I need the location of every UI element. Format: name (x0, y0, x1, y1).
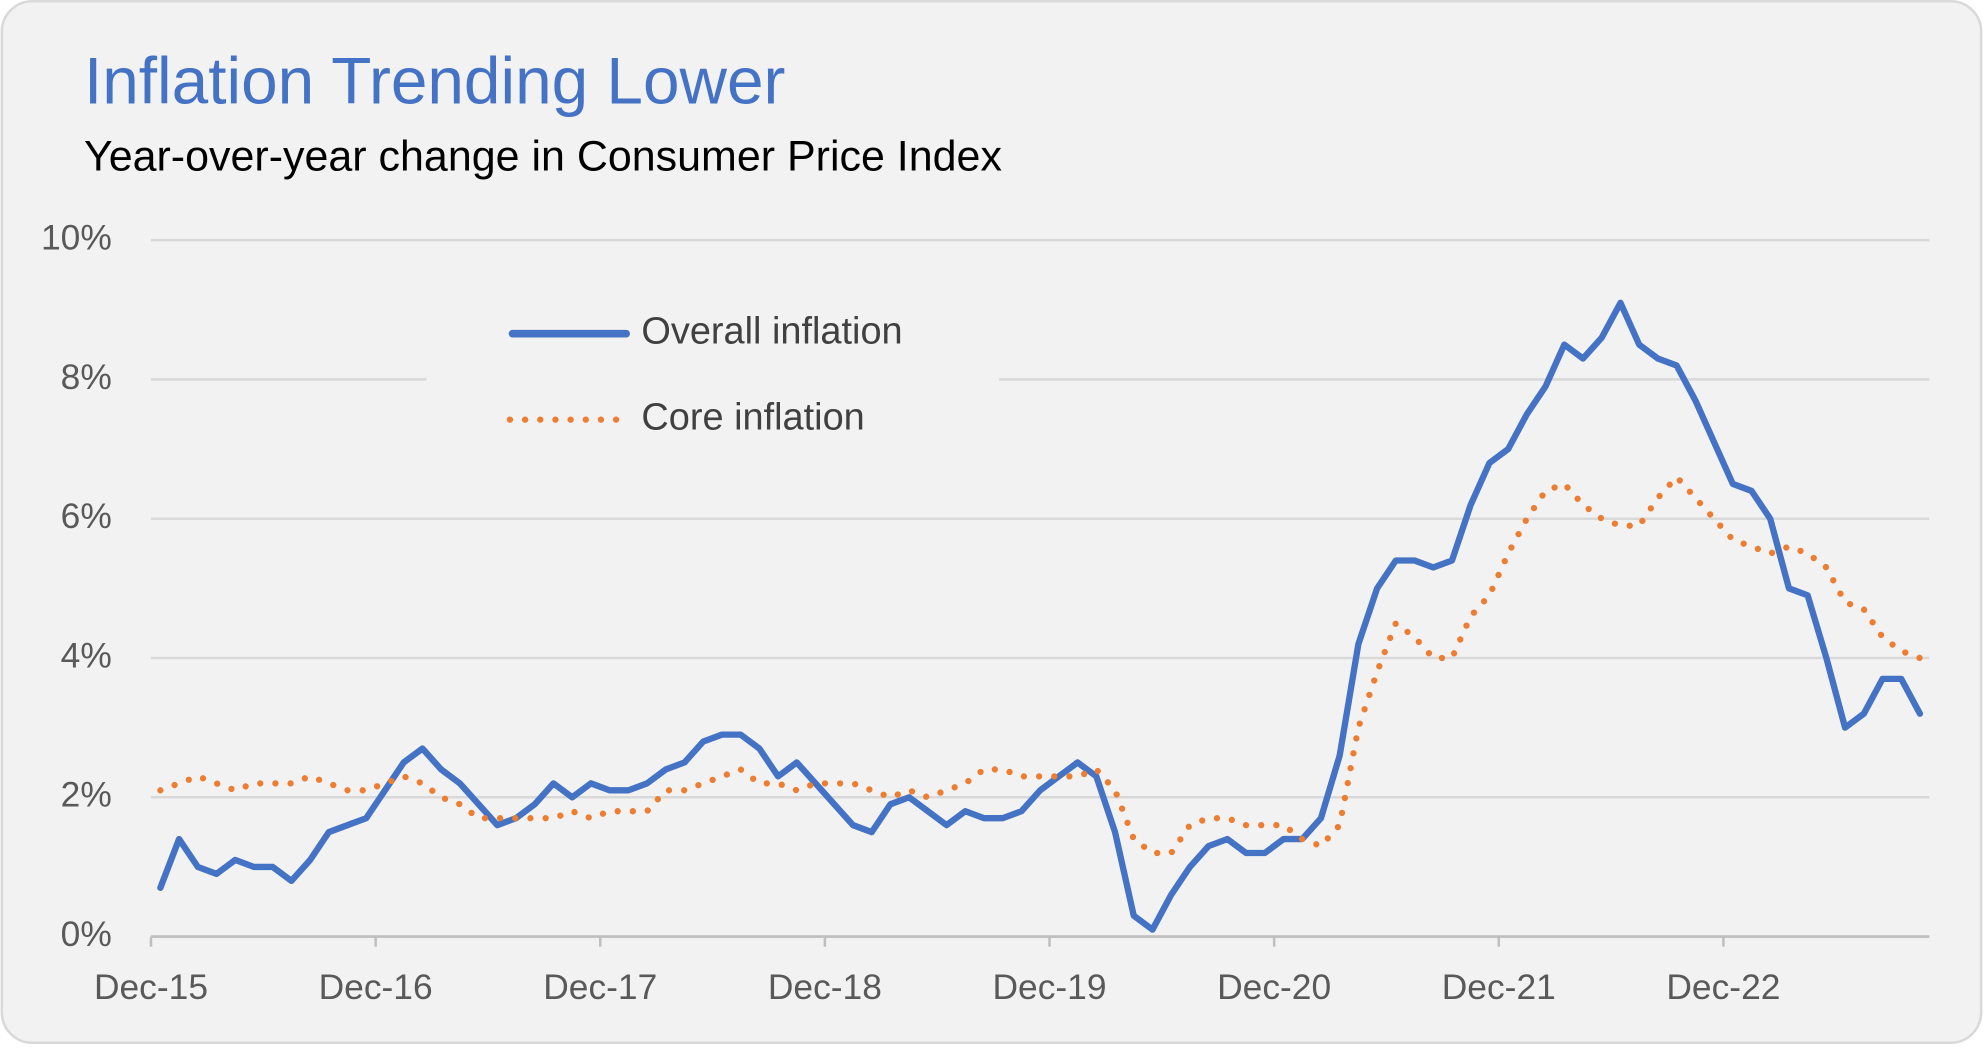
x-tick-label: Dec-22 (1666, 968, 1780, 1007)
x-tick-label: Dec-15 (94, 968, 208, 1007)
y-tick-label: 4% (61, 636, 112, 675)
y-tick-label: 10% (41, 218, 112, 257)
x-tick-label: Dec-21 (1442, 968, 1556, 1007)
plot-area (157, 299, 1924, 933)
y-tick-label: 6% (61, 497, 112, 536)
chart-title: Inflation Trending Lower (84, 44, 785, 117)
legend-label: Overall inflation (641, 311, 902, 353)
legend: Overall inflation Core inflation (426, 293, 1000, 461)
line-series (157, 299, 1924, 933)
chart-subtitle: Year-over-year change in Consumer Price … (84, 133, 1002, 181)
y-tick-label: 2% (61, 776, 112, 815)
legend-background (426, 293, 1000, 461)
x-tick-label: Dec-16 (319, 968, 433, 1007)
line-series (157, 473, 1924, 857)
x-tick-label: Dec-20 (1217, 968, 1331, 1007)
y-tick-label: 0% (61, 915, 112, 954)
x-tick-label: Dec-17 (543, 968, 657, 1007)
x-tick-label: Dec-18 (768, 968, 882, 1007)
legend-label: Core inflation (641, 397, 864, 439)
x-tick-label: Dec-19 (992, 968, 1106, 1007)
y-tick-label: 8% (61, 358, 112, 397)
